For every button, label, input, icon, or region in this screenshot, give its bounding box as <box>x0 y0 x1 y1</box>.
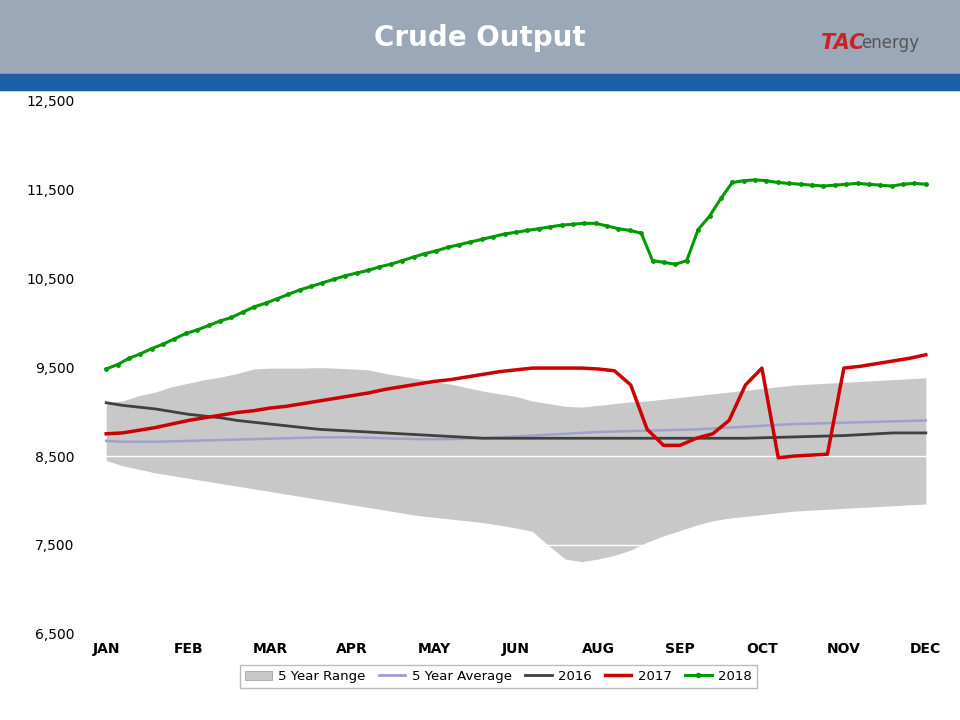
Bar <box>0 73 960 90</box>
Text: Crude Output: Crude Output <box>374 24 586 52</box>
Legend: 5 Year Range, 5 Year Average, 2016, 2017, 2018: 5 Year Range, 5 Year Average, 2016, 2017… <box>240 665 757 688</box>
Text: TAC: TAC <box>821 33 864 53</box>
Text: energy: energy <box>861 34 919 53</box>
